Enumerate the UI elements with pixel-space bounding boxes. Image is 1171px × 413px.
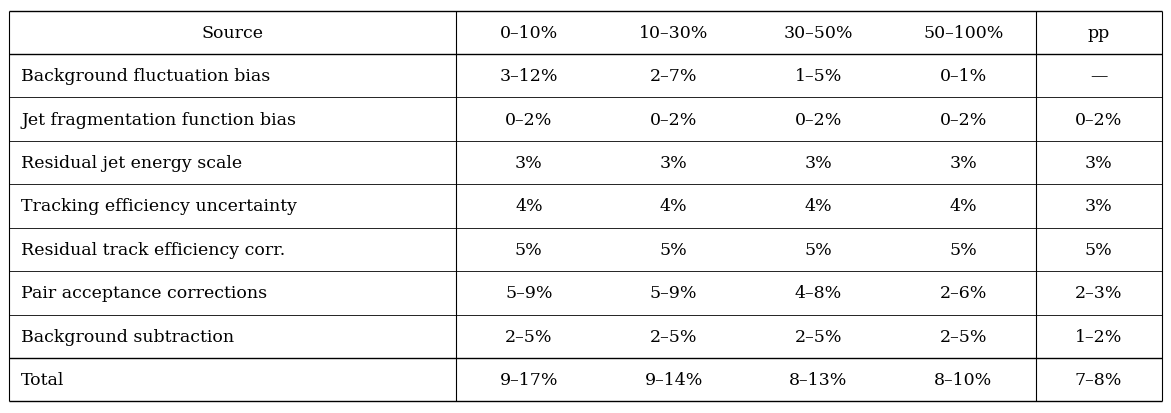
Text: 3%: 3% bbox=[804, 155, 833, 172]
Text: 4%: 4% bbox=[804, 198, 833, 215]
Text: Residual jet energy scale: Residual jet energy scale bbox=[21, 155, 242, 172]
Text: 5%: 5% bbox=[1084, 241, 1112, 258]
Text: 3%: 3% bbox=[1084, 198, 1112, 215]
Text: 3%: 3% bbox=[515, 155, 542, 172]
Text: 8–10%: 8–10% bbox=[934, 371, 992, 388]
Text: 9–14%: 9–14% bbox=[644, 371, 703, 388]
Text: 0–1%: 0–1% bbox=[939, 68, 987, 85]
Text: Pair acceptance corrections: Pair acceptance corrections bbox=[21, 285, 267, 301]
Text: 3%: 3% bbox=[659, 155, 687, 172]
Text: Background fluctuation bias: Background fluctuation bias bbox=[21, 68, 271, 85]
Text: Source: Source bbox=[201, 25, 263, 42]
Text: —: — bbox=[1090, 68, 1108, 85]
Text: 2–5%: 2–5% bbox=[505, 328, 553, 345]
Text: 5–9%: 5–9% bbox=[505, 285, 553, 301]
Text: 5%: 5% bbox=[515, 241, 542, 258]
Text: 5%: 5% bbox=[659, 241, 687, 258]
Text: 5–9%: 5–9% bbox=[650, 285, 698, 301]
Text: 3–12%: 3–12% bbox=[500, 68, 559, 85]
Text: 5%: 5% bbox=[950, 241, 977, 258]
Text: 0–10%: 0–10% bbox=[500, 25, 557, 42]
Text: 8–13%: 8–13% bbox=[789, 371, 848, 388]
Text: 1–5%: 1–5% bbox=[795, 68, 842, 85]
Text: 0–2%: 0–2% bbox=[1075, 112, 1122, 128]
Text: 9–17%: 9–17% bbox=[500, 371, 559, 388]
Text: 4–8%: 4–8% bbox=[795, 285, 842, 301]
Text: 5%: 5% bbox=[804, 241, 833, 258]
Text: 2–6%: 2–6% bbox=[939, 285, 987, 301]
Text: Total: Total bbox=[21, 371, 64, 388]
Text: Background subtraction: Background subtraction bbox=[21, 328, 234, 345]
Text: Tracking efficiency uncertainty: Tracking efficiency uncertainty bbox=[21, 198, 297, 215]
Text: 7–8%: 7–8% bbox=[1075, 371, 1122, 388]
Text: 2–5%: 2–5% bbox=[795, 328, 842, 345]
Text: 4%: 4% bbox=[659, 198, 687, 215]
Text: 2–5%: 2–5% bbox=[939, 328, 987, 345]
Text: 2–7%: 2–7% bbox=[650, 68, 698, 85]
Text: 0–2%: 0–2% bbox=[795, 112, 842, 128]
Text: 2–5%: 2–5% bbox=[650, 328, 698, 345]
Text: 50–100%: 50–100% bbox=[923, 25, 1004, 42]
Text: 0–2%: 0–2% bbox=[650, 112, 698, 128]
Text: 0–2%: 0–2% bbox=[939, 112, 987, 128]
Text: Jet fragmentation function bias: Jet fragmentation function bias bbox=[21, 112, 296, 128]
Text: 4%: 4% bbox=[515, 198, 542, 215]
Text: Residual track efficiency corr.: Residual track efficiency corr. bbox=[21, 241, 286, 258]
Text: 10–30%: 10–30% bbox=[639, 25, 708, 42]
Text: 2–3%: 2–3% bbox=[1075, 285, 1123, 301]
Text: pp: pp bbox=[1088, 25, 1110, 42]
Text: 0–2%: 0–2% bbox=[505, 112, 553, 128]
Text: 1–2%: 1–2% bbox=[1075, 328, 1122, 345]
Text: 4%: 4% bbox=[950, 198, 977, 215]
Text: 3%: 3% bbox=[950, 155, 977, 172]
Text: 3%: 3% bbox=[1084, 155, 1112, 172]
Text: 30–50%: 30–50% bbox=[783, 25, 854, 42]
